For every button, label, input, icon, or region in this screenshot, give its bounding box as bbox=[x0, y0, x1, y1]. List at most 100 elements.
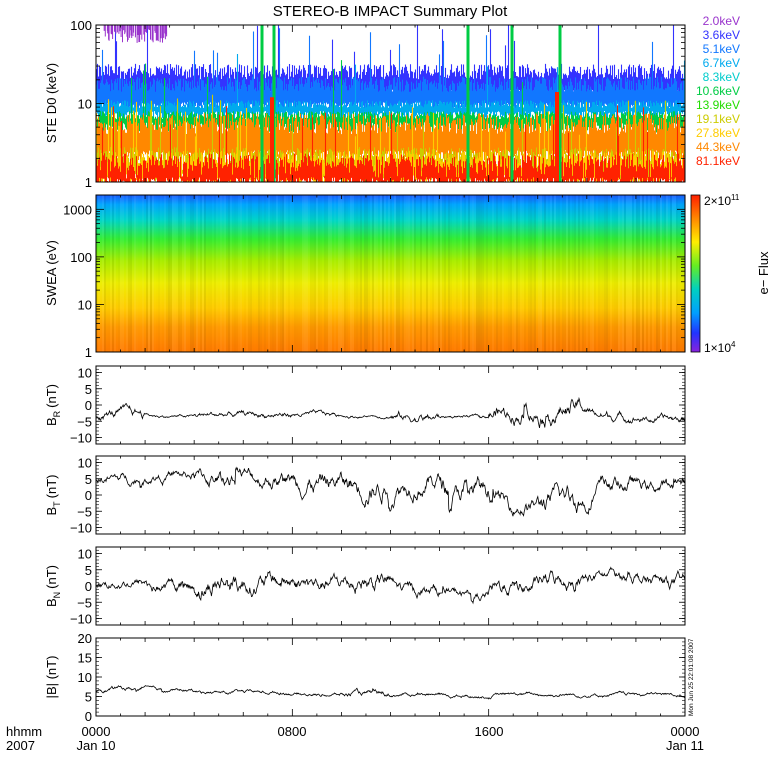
y-tick-label: 100 bbox=[70, 250, 92, 265]
swea-column bbox=[288, 195, 290, 352]
swea-column bbox=[214, 195, 216, 352]
swea-column bbox=[210, 195, 212, 352]
swea-column bbox=[238, 195, 240, 352]
swea-column bbox=[426, 195, 428, 352]
swea-column bbox=[234, 195, 236, 352]
swea-column bbox=[498, 195, 500, 352]
y-tick-label: 1 bbox=[85, 345, 92, 360]
swea-column bbox=[336, 195, 338, 352]
x-date-label-0: Jan 10 bbox=[76, 738, 115, 753]
swea-column bbox=[626, 195, 628, 352]
swea-column bbox=[174, 195, 176, 352]
swea-column bbox=[638, 195, 640, 352]
swea-column bbox=[168, 195, 170, 352]
swea-column bbox=[196, 195, 198, 352]
legend-entry: 8.3keV bbox=[703, 70, 740, 84]
swea-column bbox=[676, 195, 678, 352]
swea-column bbox=[584, 195, 586, 352]
swea-column bbox=[104, 195, 106, 352]
swea-column bbox=[342, 195, 344, 352]
swea-column bbox=[352, 195, 354, 352]
swea-column bbox=[476, 195, 478, 352]
swea-column bbox=[520, 195, 522, 352]
swea-column bbox=[400, 195, 402, 352]
swea-column bbox=[460, 195, 462, 352]
br-frame bbox=[95, 365, 686, 445]
swea-column bbox=[486, 195, 488, 352]
swea-column bbox=[202, 195, 204, 352]
swea-column bbox=[558, 195, 560, 352]
swea-column bbox=[378, 195, 380, 352]
swea-column bbox=[306, 195, 308, 352]
swea-column bbox=[574, 195, 576, 352]
swea-column bbox=[560, 195, 562, 352]
swea-column bbox=[510, 195, 512, 352]
bt-ylabel-symbol: B bbox=[44, 507, 59, 516]
bmag-trace bbox=[95, 685, 686, 700]
swea-column bbox=[632, 195, 634, 352]
swea-column bbox=[314, 195, 316, 352]
swea-column bbox=[360, 195, 362, 352]
swea-column bbox=[598, 195, 600, 352]
swea-column bbox=[514, 195, 516, 352]
swea-column bbox=[232, 195, 234, 352]
swea-column bbox=[416, 195, 418, 352]
swea-column bbox=[370, 195, 372, 352]
y-tick-label: −5 bbox=[77, 595, 92, 610]
swea-column bbox=[550, 195, 552, 352]
swea-column bbox=[524, 195, 526, 352]
swea-column bbox=[682, 195, 684, 352]
swea-column bbox=[190, 195, 192, 352]
bt-ylabel-unit: (nT) bbox=[44, 474, 59, 498]
swea-column bbox=[134, 195, 136, 352]
swea-column bbox=[112, 195, 114, 352]
swea-column bbox=[614, 195, 616, 352]
x-row-label-hhmm: hhmm bbox=[6, 724, 42, 739]
swea-column bbox=[484, 195, 486, 352]
colorbar-max-label: 2×1011 bbox=[704, 193, 740, 208]
swea-column bbox=[418, 195, 420, 352]
swea-column bbox=[624, 195, 626, 352]
bt-ylabel-subscript: T bbox=[52, 501, 62, 507]
swea-column bbox=[268, 195, 270, 352]
swea-column bbox=[328, 195, 330, 352]
swea-column bbox=[536, 195, 538, 352]
legend-entry: 13.9keV bbox=[696, 98, 740, 112]
swea-column bbox=[458, 195, 460, 352]
ste-trace-2kev bbox=[103, 25, 168, 43]
colorbar bbox=[690, 194, 701, 353]
swea-column bbox=[384, 195, 386, 352]
swea-column bbox=[98, 195, 100, 352]
swea-column bbox=[130, 195, 132, 352]
swea-column bbox=[462, 195, 464, 352]
swea-column bbox=[662, 195, 664, 352]
swea-column bbox=[674, 195, 676, 352]
swea-column bbox=[548, 195, 550, 352]
swea-column bbox=[228, 195, 230, 352]
swea-column bbox=[386, 195, 388, 352]
swea-column bbox=[198, 195, 200, 352]
swea-column bbox=[110, 195, 112, 352]
y-tick-label: −5 bbox=[77, 504, 92, 519]
swea-column bbox=[344, 195, 346, 352]
swea-column bbox=[236, 195, 238, 352]
swea-column bbox=[274, 195, 276, 352]
swea-column bbox=[508, 195, 510, 352]
swea-column bbox=[516, 195, 518, 352]
swea-column bbox=[606, 195, 608, 352]
bt-ylabel: BT (nT) bbox=[44, 474, 62, 515]
swea-column bbox=[122, 195, 124, 352]
swea-column bbox=[278, 195, 280, 352]
y-tick-label: 5 bbox=[85, 382, 92, 397]
swea-column bbox=[596, 195, 598, 352]
swea-column bbox=[654, 195, 656, 352]
swea-column bbox=[474, 195, 476, 352]
swea-column bbox=[394, 195, 396, 352]
swea-column bbox=[326, 195, 328, 352]
br-trace bbox=[95, 396, 686, 428]
swea-column bbox=[250, 195, 252, 352]
swea-column bbox=[480, 195, 482, 352]
swea-column bbox=[102, 195, 104, 352]
